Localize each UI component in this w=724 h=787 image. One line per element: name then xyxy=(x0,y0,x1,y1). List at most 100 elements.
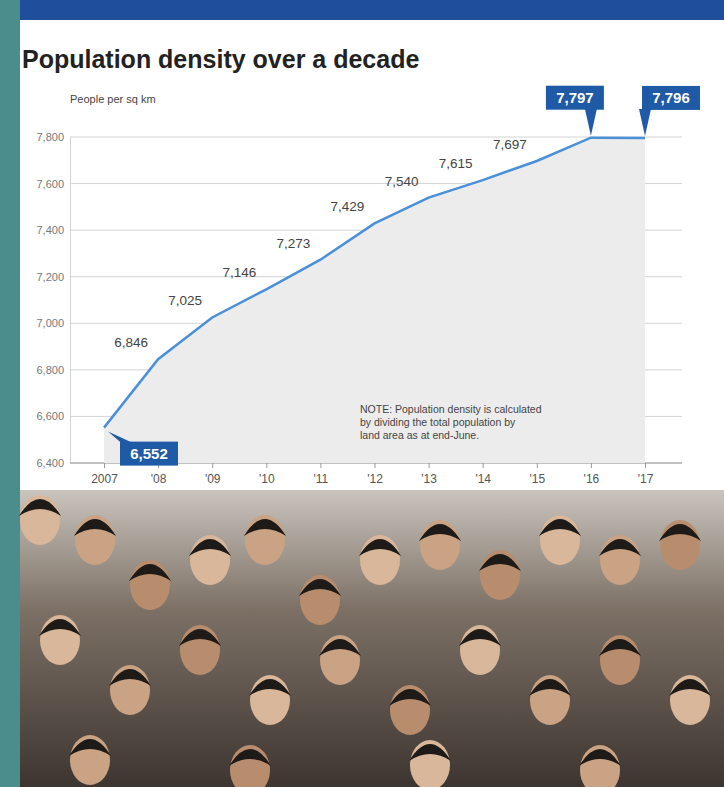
photo-shape xyxy=(530,675,570,725)
tick: '15 xyxy=(529,463,545,486)
photo-shape xyxy=(244,519,286,536)
photo-shape xyxy=(660,520,700,570)
axis-line xyxy=(70,138,71,464)
tick-mark xyxy=(212,463,213,468)
title: Population density over a decade xyxy=(22,45,419,73)
tick: 7,600 xyxy=(36,178,70,190)
tick-mark xyxy=(375,463,376,468)
photo-shape xyxy=(410,740,450,787)
tick-label: 6,800 xyxy=(36,364,64,376)
photo-shape xyxy=(180,625,220,675)
tick-mark xyxy=(483,463,484,468)
photo-shape xyxy=(529,679,571,696)
photo-shape xyxy=(69,739,111,756)
data-label: 7,273 xyxy=(277,236,311,251)
data-label: 7,540 xyxy=(385,174,419,189)
photo-shape xyxy=(420,520,460,570)
photo-shape xyxy=(40,615,80,665)
tick-mark xyxy=(591,463,592,468)
photo-shape xyxy=(109,669,151,686)
photo-shape xyxy=(600,535,640,585)
note: NOTE: Population density is calculatedby… xyxy=(360,403,542,441)
label-pointer xyxy=(585,109,597,136)
top-bar xyxy=(20,0,724,20)
photo-shape xyxy=(480,550,520,600)
tick-label: 6,400 xyxy=(36,457,64,469)
photo-shape xyxy=(110,665,150,715)
photo-shape xyxy=(245,515,285,565)
data-label: 7,697 xyxy=(493,137,527,152)
photo-shape xyxy=(250,675,290,725)
tick-label: '15 xyxy=(529,472,545,486)
photo-shape xyxy=(130,560,170,610)
tick-mark xyxy=(537,463,538,468)
tick: '08 xyxy=(151,463,167,486)
photo-shape xyxy=(669,679,711,696)
annotation: land area as at end-June. xyxy=(360,429,479,441)
photo xyxy=(20,490,724,787)
area xyxy=(104,138,645,463)
tick: 6,400 xyxy=(36,457,70,469)
photo-shape xyxy=(189,539,231,556)
photo-shape xyxy=(360,535,400,585)
photo-shape xyxy=(359,539,401,556)
photo-shape xyxy=(320,635,360,685)
x-axis: 2007'08'09'10'11'12'13'14'15'16'17 xyxy=(70,463,682,486)
data-label: 7,429 xyxy=(331,199,365,214)
photo-shape xyxy=(70,735,110,785)
tick: 7,000 xyxy=(36,317,70,329)
tick: '11 xyxy=(314,463,329,486)
photo-shape xyxy=(299,579,341,596)
tick: 7,800 xyxy=(36,131,70,143)
photo-shape xyxy=(670,675,710,725)
photo-shape xyxy=(579,749,621,766)
tick-label: '10 xyxy=(259,472,275,486)
photo-shape xyxy=(460,625,500,675)
photo-shape xyxy=(409,744,451,761)
tick-label: 6,600 xyxy=(36,410,64,422)
tick-mark xyxy=(645,463,646,468)
tick-label: 7,800 xyxy=(36,131,64,143)
data-label: 7,615 xyxy=(439,156,473,171)
label-pointer xyxy=(639,109,651,136)
photo-shape xyxy=(459,629,501,646)
data-label: 6,552 xyxy=(130,445,168,462)
photo-shape xyxy=(19,499,61,516)
grid xyxy=(70,137,682,463)
photo-shape xyxy=(74,519,116,536)
tick-label: '13 xyxy=(421,472,437,486)
highlight-label: 6,552 xyxy=(108,432,178,466)
label-box xyxy=(546,86,604,110)
photo-shape xyxy=(390,685,430,735)
photo-shape xyxy=(419,524,461,541)
data-label: 7,797 xyxy=(556,89,594,106)
y-axis: 6,400 6,600 6,800 7,000 7,200 7,400 7,600 7,800 xyxy=(36,131,70,469)
data-label: 7,796 xyxy=(652,89,690,106)
annotation: NOTE: Population density is calculated xyxy=(360,403,542,415)
photo-shape xyxy=(190,535,230,585)
tick-label: 7,200 xyxy=(36,271,64,283)
highlight-label: 7,796 xyxy=(639,86,700,136)
tick-mark xyxy=(320,463,321,468)
photo-shape xyxy=(179,629,221,646)
photo-shape xyxy=(129,564,171,581)
tick-label: '08 xyxy=(151,472,167,486)
tick-label: 7,400 xyxy=(36,224,64,236)
tick: 6,800 xyxy=(36,364,70,376)
tick: '17 xyxy=(638,463,654,486)
data-label: 7,025 xyxy=(168,293,202,308)
photo-shape xyxy=(539,519,581,536)
panel xyxy=(20,20,724,490)
data-label: 6,846 xyxy=(114,335,148,350)
photo-shape xyxy=(300,575,340,625)
tick-mark xyxy=(429,463,430,468)
photo-shape xyxy=(319,639,361,656)
label-box xyxy=(120,442,178,466)
label-box xyxy=(642,86,700,110)
axis-title: People per sq km xyxy=(70,93,156,105)
photo-shape xyxy=(600,635,640,685)
photo-shape xyxy=(249,679,291,696)
data-labels: 6,5526,8467,0257,1467,2737,4297,5407,615… xyxy=(108,86,700,466)
photo-shape xyxy=(39,619,81,636)
photo-shape xyxy=(659,524,701,541)
